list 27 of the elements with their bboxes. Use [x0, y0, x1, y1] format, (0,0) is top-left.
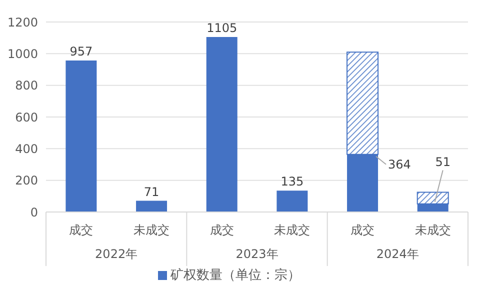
text: 2022年: [95, 247, 138, 261]
x-tick-label: 未成交: [134, 223, 170, 237]
data-label: 71: [144, 184, 160, 199]
y-tick-label: 1200: [7, 15, 38, 30]
bar: [136, 200, 168, 212]
x-tick-label: 成交: [350, 223, 374, 237]
bar: [66, 60, 97, 212]
data-label: 51: [435, 155, 450, 170]
bar: [206, 37, 238, 212]
y-tick-label: 400: [15, 142, 38, 156]
text: 2024年: [376, 247, 419, 261]
y-tick-label: 0: [30, 205, 38, 220]
text: 2023年: [236, 247, 278, 261]
y-tick-label: 1000: [7, 46, 38, 61]
x-tick-label: 成交: [210, 223, 234, 237]
legend-label: 矿权数量（单位：宗）: [170, 268, 300, 283]
x-tick-label: 未成交: [414, 223, 451, 237]
y-tick-label: 800: [15, 78, 38, 93]
x-tick-label: 未成交: [274, 223, 310, 237]
data-label: 364: [388, 157, 411, 172]
data-label: 135: [280, 174, 304, 189]
y-tick-label: 600: [15, 110, 38, 124]
y-tick-label: 200: [15, 174, 38, 188]
bar: [276, 190, 308, 212]
x-tick-label: 成交: [69, 223, 94, 237]
data-label: 957: [70, 44, 93, 58]
data-label: 1105: [206, 21, 238, 36]
